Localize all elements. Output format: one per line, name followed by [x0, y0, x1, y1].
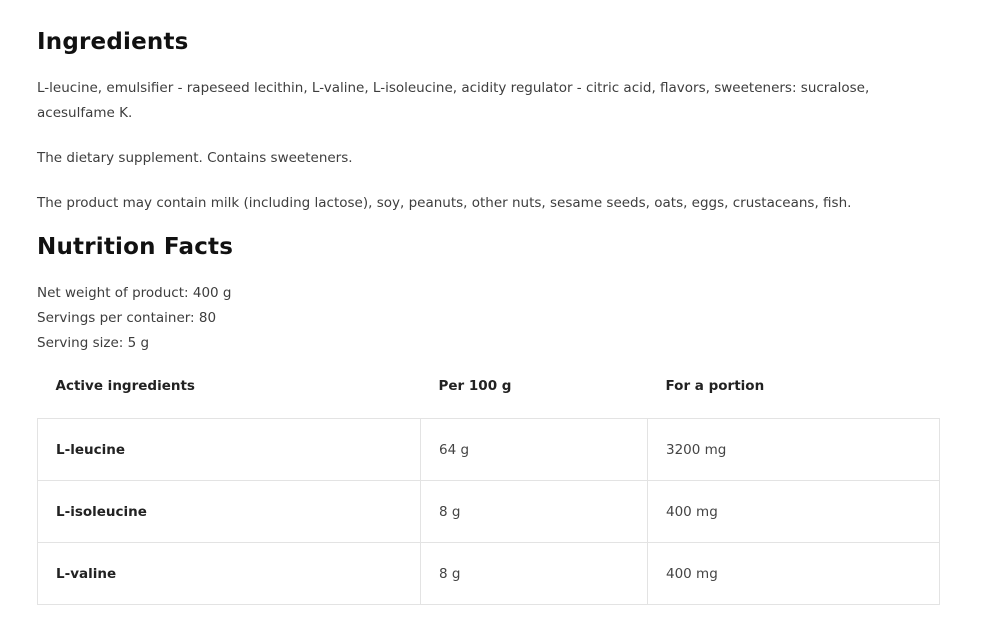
servings-per-container: Servings per container: 80 [37, 310, 217, 326]
ingredient-name: L-isoleucine [37, 480, 421, 543]
table-row: L-valine 8 g 400 mg [37, 542, 940, 605]
header-active-ingredients: Active ingredients [55, 378, 195, 394]
header-per-portion: For a portion [665, 378, 765, 394]
per-100g-value: 64 g [420, 418, 648, 481]
table-row: L-isoleucine 8 g 400 mg [37, 480, 940, 543]
net-weight: Net weight of product: 400 g [37, 285, 232, 301]
ingredients-list: L-leucine, emulsifier - rapeseed lecithi… [37, 80, 870, 121]
header-per-100g: Per 100 g [438, 378, 512, 394]
ingredient-name: L-valine [37, 542, 421, 605]
per-100g-value: 8 g [420, 480, 648, 543]
table-row: L-leucine 64 g 3200 mg [37, 418, 940, 481]
table-header-row: Active ingredients Per 100 g For a porti… [38, 364, 940, 419]
ingredients-heading: Ingredients [37, 29, 189, 55]
ingredient-name: L-leucine [37, 418, 421, 481]
per-portion-value: 400 mg [647, 480, 940, 543]
per-portion-value: 400 mg [647, 542, 940, 605]
nutrition-table: Active ingredients Per 100 g For a porti… [37, 364, 940, 605]
supplement-note: The dietary supplement. Contains sweeten… [37, 150, 353, 166]
serving-size: Serving size: 5 g [37, 335, 150, 351]
per-portion-value: 3200 mg [647, 418, 940, 481]
nutrition-heading: Nutrition Facts [37, 234, 234, 260]
allergen-note: The product may contain milk (including … [37, 195, 852, 211]
per-100g-value: 8 g [420, 542, 648, 605]
